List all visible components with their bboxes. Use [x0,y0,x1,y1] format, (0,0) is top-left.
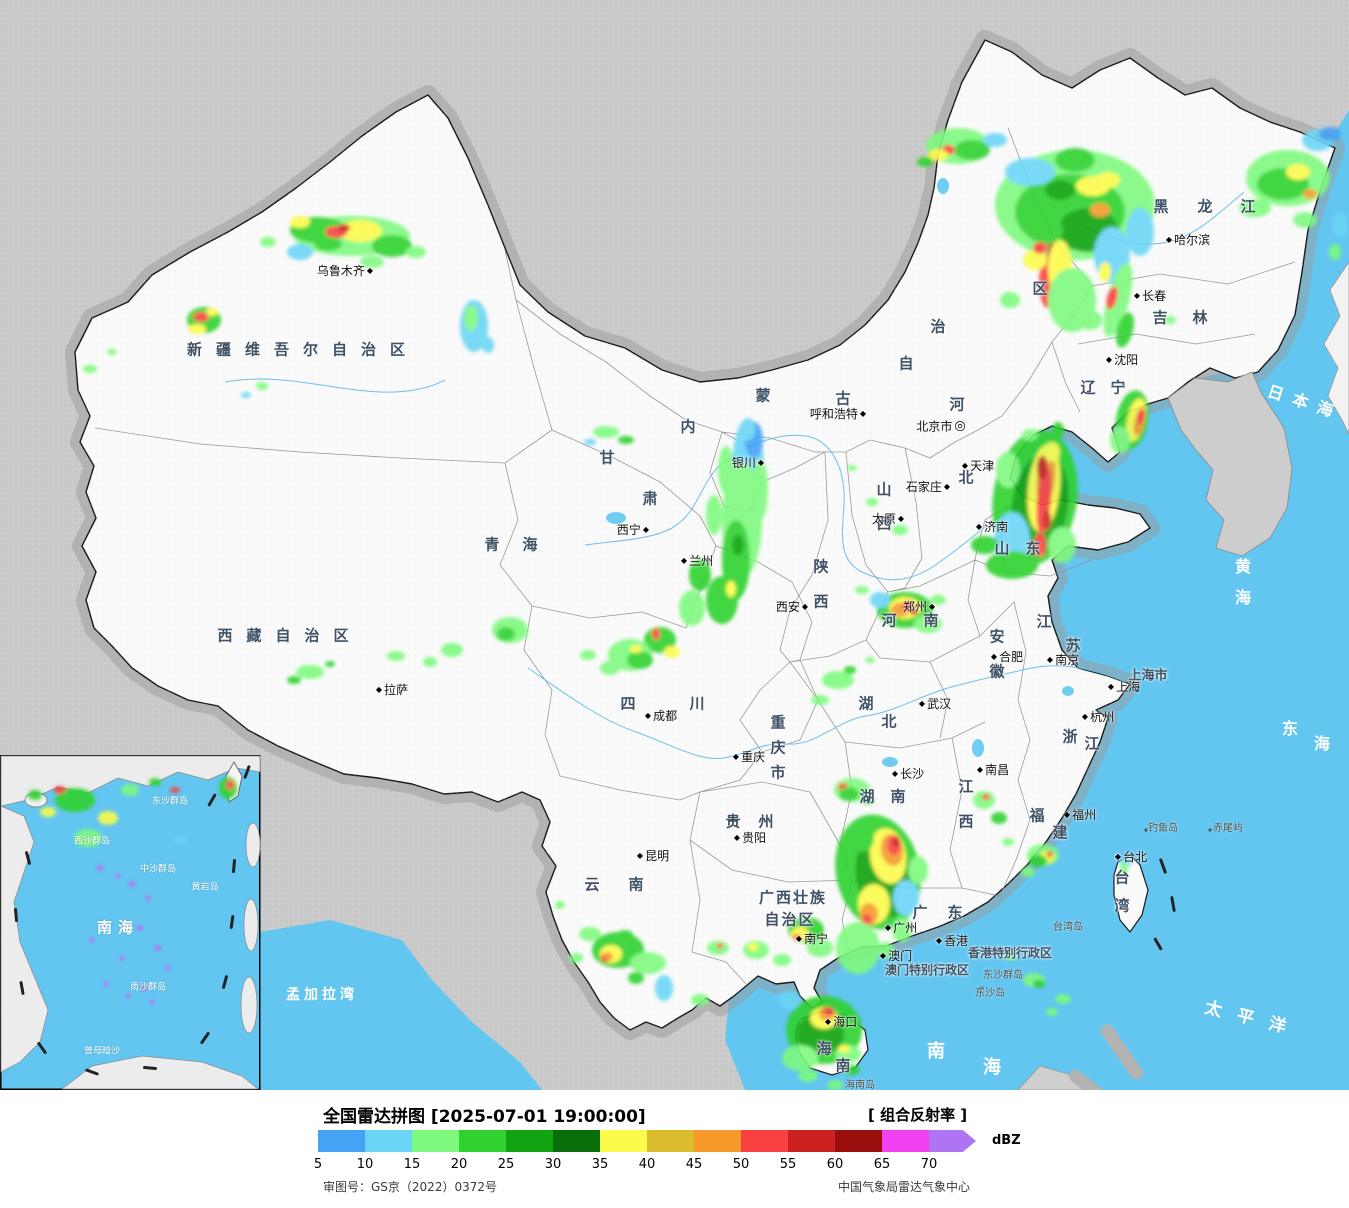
colorbar-tick: 65 [873,1157,891,1172]
japan-land [1323,261,1349,435]
colorbar-cell [835,1130,882,1152]
inset-philippines-3 [240,976,258,1034]
product-label: [ 组合反射率 ] [868,1106,968,1124]
small-islands [980,828,1212,990]
colorbar-tick: 60 [826,1157,844,1172]
colorbar-cell [647,1130,694,1152]
colorbar-tick: 70 [920,1157,938,1172]
colorbar-cell [365,1130,412,1152]
inset-borneo [60,1055,259,1090]
colorbar-cell [741,1130,788,1152]
map-title: 全国雷达拼图 [2025-07-01 19:00:00] [323,1107,646,1127]
credit: 中国气象局雷达气象中心 [838,1180,971,1194]
colorbar-tick: 20 [450,1157,468,1172]
colorbar-tick: 50 [732,1157,750,1172]
inset-map [0,755,261,1090]
colorbar-cell [882,1130,929,1152]
province-borders [94,127,1296,985]
inset-philippines-1 [245,822,261,868]
approval-number: 审图号：GS京（2022）0372号 [323,1180,497,1194]
colorbar-cell [600,1130,647,1152]
colorbar-tick: 45 [685,1157,703,1172]
inset-philippines-2 [243,898,259,952]
colorbar-cell [412,1130,459,1152]
colorbar-cell [553,1130,600,1152]
bay-of-bengal-sea [260,920,542,1090]
basemap-svg [0,0,1349,1090]
colorbar-tick: 15 [403,1157,421,1172]
colorbar-tick: 25 [497,1157,515,1172]
legend-bar: 全国雷达拼图 [2025-07-01 19:00:00] [ 组合反射率 ] d… [0,1090,1349,1208]
colorbar-cell [788,1130,835,1152]
colorbar-tick: 10 [356,1157,374,1172]
colorbar-tick: 30 [544,1157,562,1172]
colorbar-tick: 55 [779,1157,797,1172]
colorbar [318,1130,976,1152]
colorbar-cell [506,1130,553,1152]
unit-label: dBZ [992,1133,1021,1148]
radar-echoes [28,127,1348,1090]
colorbar-tick: 35 [591,1157,609,1172]
lakes [606,178,1074,767]
inset-vietnam-coast [0,805,49,1073]
colorbar-cell [318,1130,365,1152]
luzon-land [1017,1065,1093,1090]
nine-dash-line [14,765,1176,1090]
colorbar-ticks: 5 10 15 20 25 30 35 40 45 50 55 60 65 70 [0,1157,1349,1173]
china-land-texture [75,40,1335,1030]
colorbar-tick: 5 [313,1157,323,1172]
colorbar-tick: 40 [638,1157,656,1172]
korea-land [1167,371,1293,557]
colorbar-cell [929,1130,976,1152]
colorbar-cell [459,1130,506,1152]
colorbar-cell [694,1130,741,1152]
